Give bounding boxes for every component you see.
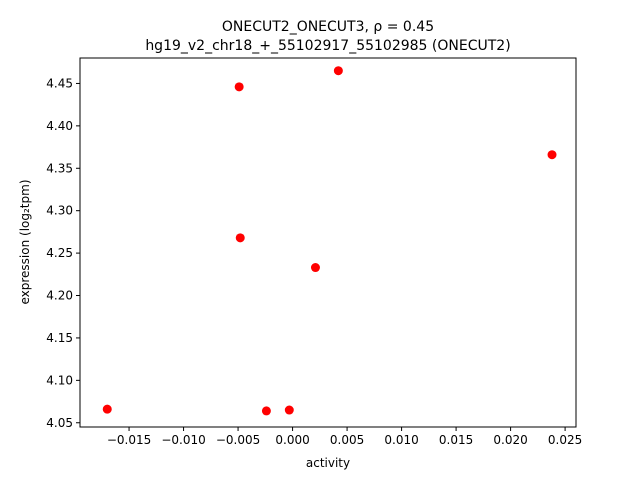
x-tick-label: −0.005 <box>216 433 260 447</box>
x-tick-label: −0.010 <box>161 433 205 447</box>
scatter-point <box>102 404 112 414</box>
x-tick-label: 0.010 <box>384 433 418 447</box>
y-tick-label: 4.25 <box>46 246 73 260</box>
y-tick-label: 4.40 <box>46 119 73 133</box>
y-tick-label: 4.10 <box>46 373 73 387</box>
y-tick-label: 4.15 <box>46 331 73 345</box>
y-tick-label: 4.45 <box>46 76 73 90</box>
x-tick-label: 0.000 <box>275 433 309 447</box>
x-axis-label: activity <box>306 456 350 470</box>
plot-area-frame <box>79 57 577 428</box>
y-tick-label: 4.05 <box>46 416 73 430</box>
y-tick-label: 4.35 <box>46 161 73 175</box>
data-points <box>102 66 557 416</box>
x-tick-label: 0.025 <box>548 433 582 447</box>
y-tick-label: 4.30 <box>46 204 73 218</box>
scatter-point <box>234 82 244 92</box>
y-tick-label: 4.20 <box>46 289 73 303</box>
x-tick-label: −0.015 <box>107 433 151 447</box>
x-tick-label: 0.020 <box>493 433 527 447</box>
scatter-point <box>284 405 294 415</box>
x-tick-label: 0.005 <box>330 433 364 447</box>
scatter-point <box>310 263 320 273</box>
scatter-point <box>235 233 245 243</box>
chart-title-line2: hg19_v2_chr18_+_55102917_55102985 (ONECU… <box>145 38 510 54</box>
chart-title-line1: ONECUT2_ONECUT3, ρ = 0.45 <box>222 19 434 35</box>
scatter-point <box>333 66 343 76</box>
y-axis-ticks: 4.05 4.10 4.15 4.20 4.25 4.30 4.35 4.40 4.45 <box>46 76 80 430</box>
y-axis-label: expression (log₂tpm) <box>18 179 32 304</box>
x-tick-label: 0.015 <box>439 433 473 447</box>
scatter-point <box>547 150 557 160</box>
scatter-point <box>261 406 271 416</box>
x-axis-ticks: −0.015 −0.010 −0.005 0.000 0.005 0.010 0.015 0.… <box>107 427 582 447</box>
